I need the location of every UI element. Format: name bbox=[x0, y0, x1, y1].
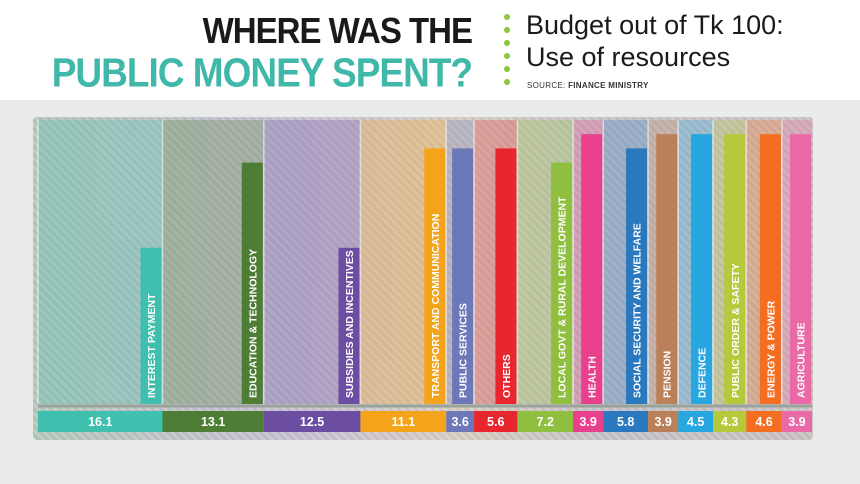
value-bar-4 bbox=[446, 411, 475, 432]
title-line-1: WHERE WAS THE bbox=[202, 10, 473, 51]
category-label-strip-5 bbox=[495, 148, 517, 404]
value-label-10: 4.5 bbox=[687, 415, 704, 429]
category-label-strip-2 bbox=[338, 247, 360, 404]
value-label-11: 4.3 bbox=[721, 415, 738, 429]
divider-dot bbox=[504, 79, 510, 85]
category-label-strip-7 bbox=[581, 134, 603, 404]
subtitle-line-1: Budget out of Tk 100: bbox=[526, 10, 784, 40]
value-bar-1 bbox=[162, 411, 264, 432]
divider-dot bbox=[504, 14, 510, 20]
divider-dot bbox=[504, 53, 510, 59]
category-label-strip-6 bbox=[551, 162, 573, 404]
category-label-strip-0 bbox=[140, 247, 162, 404]
value-label-9: 3.9 bbox=[654, 415, 671, 429]
category-label-0: INTEREST PAYMENT bbox=[146, 293, 158, 398]
category-label-1: EDUCATION & TECHNOLOGY bbox=[247, 249, 259, 398]
divider-dot bbox=[504, 40, 510, 46]
value-label-1: 13.1 bbox=[201, 415, 225, 429]
value-bar-13 bbox=[781, 411, 812, 432]
value-label-3: 11.1 bbox=[392, 415, 416, 429]
value-label-0: 16.1 bbox=[88, 415, 112, 429]
value-bar-7 bbox=[573, 411, 604, 432]
value-bar-6 bbox=[517, 411, 574, 432]
subtitle-line-2: Use of resources bbox=[526, 42, 731, 72]
category-label-4: PUBLIC SERVICES bbox=[458, 303, 470, 398]
value-bar-11 bbox=[713, 411, 747, 432]
value-bar-3 bbox=[360, 411, 447, 432]
category-label-12: ENERGY & POWER bbox=[765, 300, 777, 398]
category-label-5: OTHERS bbox=[501, 354, 513, 398]
value-label-6: 7.2 bbox=[537, 415, 554, 429]
divider-dot bbox=[504, 27, 510, 33]
value-label-13: 3.9 bbox=[788, 415, 805, 429]
category-label-strip-13 bbox=[790, 134, 811, 404]
value-bar-0 bbox=[38, 411, 163, 432]
value-label-12: 4.6 bbox=[755, 415, 772, 429]
category-label-6: LOCAL GOVT & RURAL DEVELOPMENT bbox=[557, 196, 569, 398]
category-label-10: DEFENCE bbox=[697, 348, 709, 398]
value-bar-9 bbox=[648, 411, 679, 432]
category-label-13: AGRICULTURE bbox=[796, 322, 808, 398]
category-label-strip-4 bbox=[452, 148, 474, 404]
value-bar-5 bbox=[474, 411, 518, 432]
divider-dot bbox=[504, 66, 510, 72]
value-bar-12 bbox=[746, 411, 782, 432]
category-label-2: SUBSIDIES AND INCENTIVES bbox=[344, 250, 356, 398]
category-label-strip-12 bbox=[759, 134, 781, 404]
header: WHERE WAS THE PUBLIC MONEY SPENT? Budget… bbox=[0, 0, 860, 112]
category-label-strip-1 bbox=[241, 162, 263, 404]
category-label-strip-9 bbox=[656, 134, 678, 404]
source-prefix: SOURCE: bbox=[527, 81, 569, 90]
value-label-7: 3.9 bbox=[579, 415, 596, 429]
category-label-9: PENSION bbox=[662, 351, 674, 398]
value-label-4: 3.6 bbox=[451, 415, 468, 429]
category-label-8: SOCIAL SECURITY AND WELFARE bbox=[632, 223, 644, 398]
source-name: FINANCE MINISTRY bbox=[568, 81, 649, 90]
value-bar-10 bbox=[678, 411, 714, 432]
value-label-5: 5.6 bbox=[487, 415, 504, 429]
value-label-8: 5.8 bbox=[617, 415, 634, 429]
category-label-strip-11 bbox=[724, 134, 746, 404]
source-note: SOURCE: FINANCE MINISTRY bbox=[527, 81, 649, 90]
category-label-11: PUBLIC ORDER & SAFETY bbox=[730, 263, 742, 398]
category-label-3: TRANSPORT AND COMMUNICATION bbox=[430, 214, 442, 398]
title-line-2: PUBLIC MONEY SPENT? bbox=[51, 50, 473, 96]
value-label-2: 12.5 bbox=[300, 415, 324, 429]
category-label-strip-3 bbox=[424, 148, 446, 404]
dot-divider bbox=[504, 14, 510, 86]
category-label-7: HEALTH bbox=[587, 356, 599, 398]
category-label-strip-10 bbox=[691, 134, 713, 404]
value-bar-2 bbox=[263, 411, 361, 432]
category-label-strip-8 bbox=[626, 148, 648, 404]
value-bar-8 bbox=[603, 411, 649, 432]
